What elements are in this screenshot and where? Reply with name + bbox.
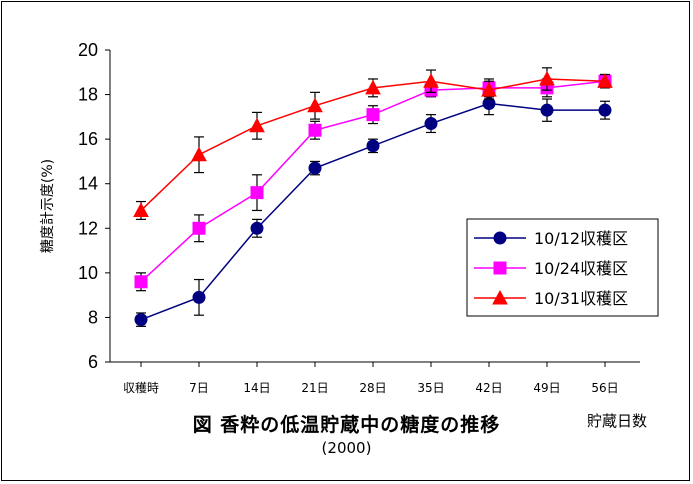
caption: 図 香粋の低温貯蔵中の糖度の推移 (2000)	[0, 410, 693, 457]
data-point	[133, 202, 149, 217]
data-point	[134, 275, 148, 289]
data-point	[481, 82, 497, 97]
legend-marker	[492, 289, 508, 305]
y-tick-label: 12	[78, 218, 98, 238]
legend-marker	[493, 231, 507, 245]
data-point	[134, 313, 148, 327]
x-tick-label: 28日	[359, 381, 386, 395]
x-axis-label: 貯蔵日数	[587, 412, 647, 430]
y-tick-label: 10	[78, 263, 98, 283]
series-3	[133, 67, 613, 220]
data-point	[598, 103, 612, 117]
chart-subtitle: (2000)	[321, 439, 372, 457]
legend-label: 10/12収穫区	[534, 229, 628, 248]
data-point	[539, 70, 555, 86]
x-tick-label: 42日	[475, 381, 502, 395]
y-tick-label: 18	[78, 85, 98, 105]
x-tick-label: 49日	[533, 381, 560, 395]
y-tick-label: 14	[78, 174, 98, 194]
data-point	[597, 73, 613, 88]
x-tick-label: 21日	[301, 381, 328, 395]
y-tick-label: 8	[88, 307, 98, 327]
legend-label: 10/24収穫区	[534, 259, 628, 278]
data-point	[424, 117, 438, 131]
x-tick-label: 35日	[417, 381, 444, 395]
data-point	[308, 123, 322, 137]
y-tick-label: 20	[78, 40, 98, 60]
x-tick-label: 56日	[591, 381, 618, 395]
legend: 10/12収穫区 10/24収穫区 10/31収穫区	[466, 218, 659, 317]
data-point	[366, 139, 380, 153]
x-tick-label: 14日	[243, 381, 270, 395]
y-axis-label: 糖度計示度(%)	[40, 159, 56, 253]
y-tick-label: 16	[78, 129, 98, 149]
data-point	[308, 161, 322, 175]
data-point	[192, 221, 206, 235]
data-point	[250, 186, 264, 200]
y-tick-label: 6	[88, 352, 98, 372]
series-1	[134, 91, 612, 327]
data-point	[192, 290, 206, 304]
data-point	[423, 73, 439, 88]
data-point	[191, 146, 207, 162]
data-point	[250, 221, 264, 235]
x-tick-label: 7日	[189, 381, 209, 395]
legend-marker	[493, 261, 507, 275]
x-tick-label: 収穫時	[123, 381, 159, 395]
data-point	[365, 79, 381, 95]
data-point	[307, 97, 323, 113]
data-point	[540, 103, 554, 117]
data-point	[249, 117, 265, 133]
chart-title: 図 香粋の低温貯蔵中の糖度の推移	[192, 414, 501, 436]
legend-label: 10/31収穫区	[534, 289, 628, 308]
data-point	[366, 108, 380, 122]
